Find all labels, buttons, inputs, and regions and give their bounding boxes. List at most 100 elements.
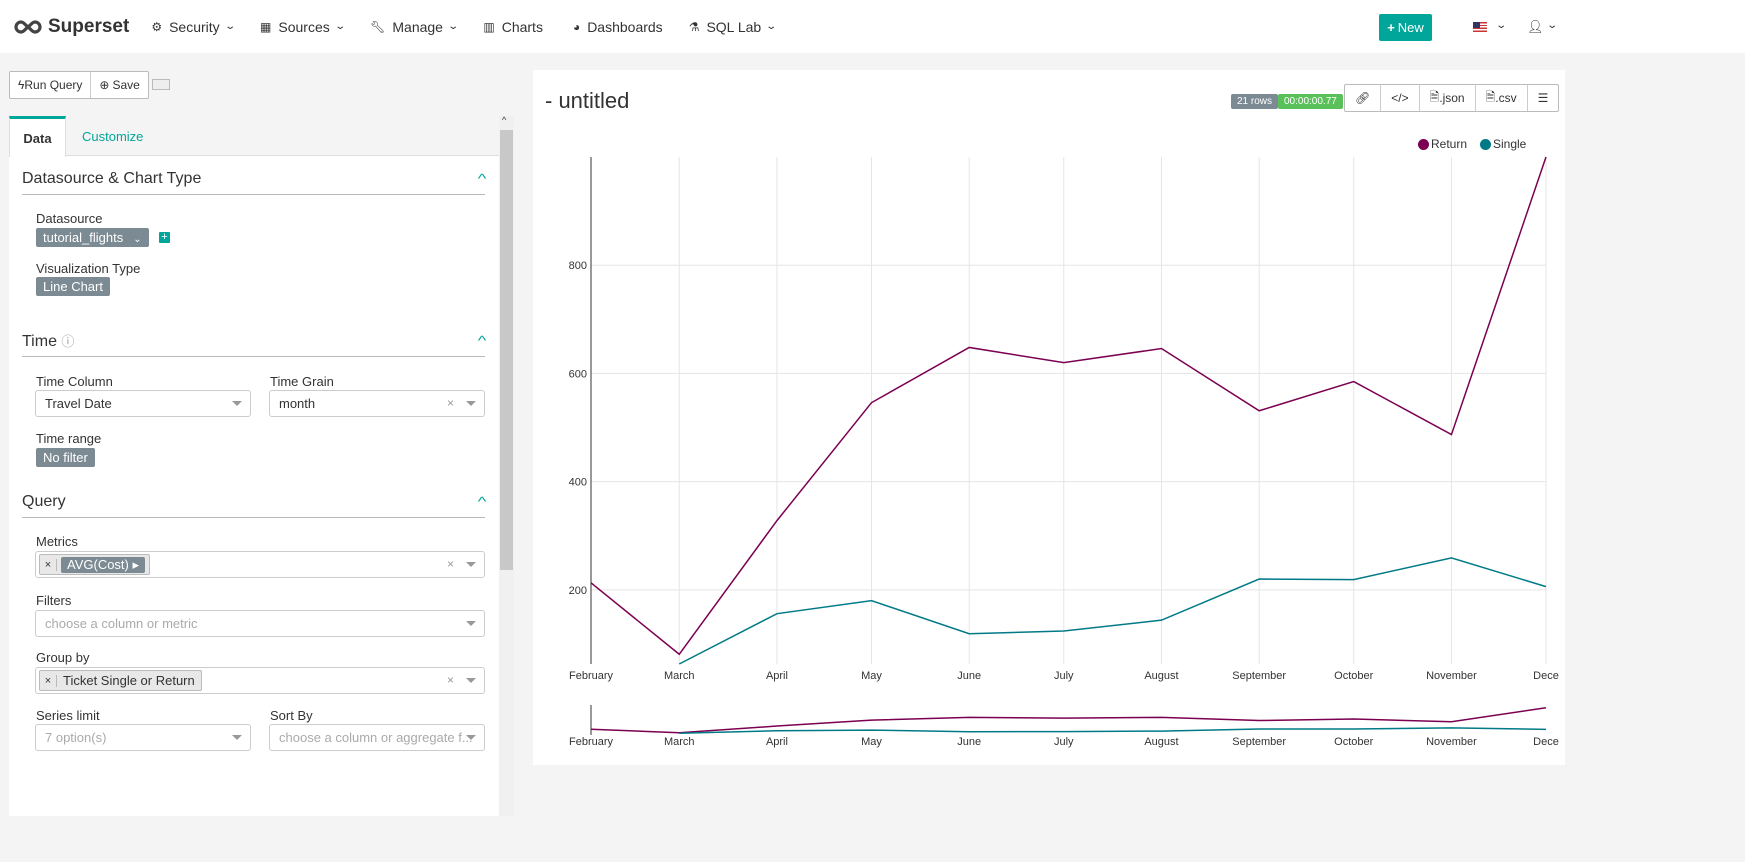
caret-down-icon — [466, 621, 476, 626]
time-grain-select[interactable]: month × — [269, 390, 485, 417]
brush-line-single — [679, 727, 1547, 735]
x-tick-label: May — [861, 670, 882, 682]
section-query[interactable]: Query ^ — [22, 486, 487, 518]
us-flag-icon[interactable] — [1473, 22, 1487, 32]
json-button[interactable]: 🗎 .json — [1418, 85, 1475, 111]
nav-manage[interactable]: 🔧︎ Manage ⌄ — [370, 18, 459, 35]
nav-label: SQL Lab — [706, 18, 762, 35]
remove-icon[interactable]: × — [40, 674, 57, 687]
link-button[interactable]: 🔗︎ — [1345, 85, 1380, 111]
nav-label: Dashboards — [587, 18, 663, 35]
x-tick-label: November — [1426, 670, 1477, 682]
sort-by-label: Sort By — [270, 708, 313, 723]
clear-icon[interactable]: × — [446, 557, 454, 571]
file-text-icon: 🗎 — [1485, 89, 1496, 104]
legend-item-single[interactable]: Single — [1480, 137, 1526, 151]
metric-chip[interactable]: × AVG(Cost) ▸ — [39, 554, 151, 575]
filters-placeholder: choose a column or metric — [45, 616, 198, 631]
file-code-icon: 🗎 — [1429, 89, 1440, 104]
chart-title[interactable]: - untitled — [545, 88, 630, 113]
tab-customize[interactable]: Customize — [82, 128, 144, 144]
chevron-down-icon: ⌄ — [765, 21, 778, 32]
chevron-down-icon: ⌄ — [133, 234, 142, 245]
nav-charts[interactable]: ▥ Charts — [483, 19, 543, 35]
groupby-select[interactable]: × Ticket Single or Return × — [35, 667, 485, 694]
embed-button[interactable]: </> — [1380, 85, 1418, 111]
chevron-up-icon[interactable]: ^ — [477, 494, 487, 509]
section-datasource[interactable]: Datasource & Chart Type ^ — [22, 163, 487, 195]
legend-dot — [1418, 138, 1429, 150]
x-tick-label: April — [766, 670, 788, 682]
y-tick-label: 400 — [569, 477, 587, 489]
groupby-chip[interactable]: × Ticket Single or Return — [39, 670, 202, 691]
legend-item-return[interactable]: Return — [1418, 137, 1467, 151]
chevron-up-icon[interactable]: ^ — [477, 171, 487, 186]
y-tick-label: 600 — [569, 368, 587, 380]
query-duration-badge: 00:00:00.77 — [1278, 94, 1343, 109]
time-column-label: Time Column — [36, 374, 113, 389]
caret-down-icon — [232, 401, 242, 406]
x-tick-label: June — [957, 670, 981, 682]
legend-label: Single — [1493, 137, 1527, 151]
nav-sql-lab[interactable]: ⚗ SQL Lab ⌄ — [689, 18, 778, 35]
series-line-return — [590, 156, 1547, 656]
save-label: Save — [112, 78, 140, 92]
metric-value[interactable]: AVG(Cost) ▸ — [61, 556, 146, 573]
scrollbar-thumb[interactable] — [500, 130, 513, 570]
new-button[interactable]: + New — [1379, 14, 1432, 41]
nav-label: Manage — [392, 18, 443, 35]
time-range-select[interactable]: No filter — [36, 448, 95, 467]
line-chart: February February March March April April May M… — [569, 156, 1559, 748]
query-button-group: ϟ Run Query ⊕ Save — [9, 71, 149, 99]
chevron-down-icon[interactable]: ⌄ — [1495, 20, 1508, 31]
groupby-label: Group by — [36, 650, 90, 665]
csv-button[interactable]: 🗎 .csv — [1474, 85, 1527, 111]
brush-x-tick-label: August — [1144, 736, 1178, 748]
add-datasource-icon[interactable]: + — [159, 232, 170, 243]
section-time[interactable]: Time ⓘ ^ — [22, 325, 487, 357]
series-limit-placeholder: 7 option(s) — [45, 730, 107, 745]
info-icon[interactable]: ⓘ — [61, 333, 75, 349]
brush-x-tick-label: February — [569, 736, 614, 748]
sort-by-select[interactable]: choose a column or aggregate f... — [269, 724, 485, 751]
section-title: Datasource & Chart Type — [22, 169, 202, 187]
remove-icon[interactable]: × — [40, 558, 57, 571]
plus-icon: + — [1387, 20, 1395, 35]
brand-name: Superset — [48, 15, 130, 37]
filters-select[interactable]: choose a column or metric — [35, 610, 485, 637]
time-range-label: Time range — [36, 431, 102, 446]
scrollbar[interactable]: ^ — [499, 115, 514, 816]
new-label: New — [1397, 20, 1424, 35]
nav-security[interactable]: ⚙ Security ⌄ — [151, 19, 235, 35]
dashboard-icon: ◕ — [572, 19, 581, 34]
nav-dashboards[interactable]: ◕ Dashboards — [573, 19, 663, 35]
brush-x-tick-label: October — [1334, 736, 1373, 748]
table-icon: ▦ — [260, 19, 272, 34]
brand-logo[interactable]: Superset — [14, 16, 129, 38]
series-limit-select[interactable]: 7 option(s) — [35, 724, 251, 751]
clear-icon[interactable]: × — [446, 396, 454, 410]
viz-type-select[interactable]: Line Chart — [36, 277, 110, 296]
datasource-select[interactable]: tutorial_flights ⌄ — [36, 228, 149, 247]
filters-label: Filters — [36, 593, 72, 608]
run-query-button[interactable]: ϟ Run Query — [10, 72, 90, 98]
viz-type-label: Visualization Type — [36, 261, 141, 276]
brush-x-tick-label: November — [1426, 736, 1477, 748]
chart-actions: 🔗︎ </> 🗎 .json 🗎 .csv ☰ — [1344, 84, 1560, 112]
control-panel: ϟ Run Query ⊕ Save Data Customize Datasour… — [0, 53, 515, 862]
keyboard-icon[interactable] — [152, 79, 170, 90]
nav-sources[interactable]: ▦ Sources ⌄ — [260, 19, 346, 35]
menu-button[interactable]: ☰ — [1526, 85, 1559, 111]
section-title: Time — [22, 332, 57, 350]
metrics-select[interactable]: × AVG(Cost) ▸ × — [35, 551, 485, 578]
scroll-up-icon[interactable]: ^ — [502, 115, 507, 125]
wrench-icon: 🔧︎ — [370, 19, 386, 34]
save-button[interactable]: ⊕ Save — [90, 72, 147, 98]
tab-data[interactable]: Data — [9, 116, 66, 157]
chevron-up-icon[interactable]: ^ — [477, 333, 487, 348]
chevron-down-icon[interactable]: ⌄ — [1546, 20, 1559, 31]
time-column-select[interactable]: Travel Date — [35, 390, 251, 417]
clear-icon[interactable]: × — [446, 673, 454, 687]
csv-label: .csv — [1495, 91, 1517, 105]
user-icon[interactable]: 👤︎ — [1527, 19, 1544, 34]
